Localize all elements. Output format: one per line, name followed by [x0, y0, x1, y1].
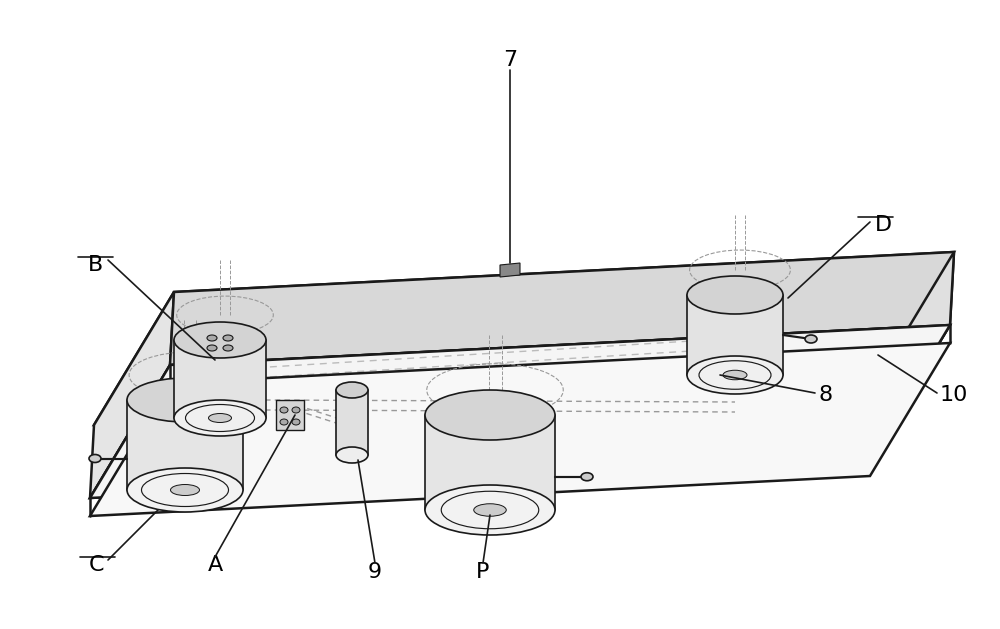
Text: 10: 10 [940, 385, 968, 405]
Polygon shape [170, 252, 954, 365]
Polygon shape [425, 415, 555, 510]
Ellipse shape [280, 419, 288, 425]
Ellipse shape [687, 276, 783, 314]
Text: P: P [476, 562, 490, 582]
Text: A: A [207, 555, 223, 575]
Ellipse shape [425, 485, 555, 535]
Polygon shape [90, 325, 950, 498]
Polygon shape [276, 400, 304, 430]
Ellipse shape [474, 504, 506, 516]
Ellipse shape [581, 473, 593, 481]
Polygon shape [687, 295, 783, 375]
Polygon shape [90, 343, 950, 516]
Text: 8: 8 [818, 385, 832, 405]
Ellipse shape [723, 370, 747, 380]
Ellipse shape [127, 468, 243, 512]
Text: C: C [89, 555, 105, 575]
Polygon shape [90, 292, 174, 498]
Text: 9: 9 [368, 562, 382, 582]
Polygon shape [127, 400, 243, 490]
Ellipse shape [425, 390, 555, 440]
Polygon shape [94, 252, 954, 425]
Ellipse shape [208, 413, 232, 423]
Text: D: D [875, 215, 892, 235]
Ellipse shape [174, 322, 266, 358]
Ellipse shape [127, 378, 243, 422]
Ellipse shape [174, 400, 266, 436]
Ellipse shape [207, 345, 217, 351]
Ellipse shape [687, 356, 783, 394]
Ellipse shape [805, 335, 817, 343]
Ellipse shape [223, 335, 233, 341]
Ellipse shape [207, 335, 217, 341]
Ellipse shape [280, 407, 288, 413]
Polygon shape [336, 390, 368, 455]
Ellipse shape [292, 419, 300, 425]
Text: 7: 7 [503, 50, 517, 70]
Ellipse shape [336, 447, 368, 463]
Text: B: B [87, 255, 103, 275]
Polygon shape [90, 325, 950, 498]
Polygon shape [870, 252, 954, 458]
Polygon shape [500, 263, 520, 277]
Ellipse shape [170, 484, 200, 496]
Polygon shape [174, 340, 266, 418]
Ellipse shape [89, 455, 101, 462]
Ellipse shape [336, 382, 368, 398]
Ellipse shape [223, 345, 233, 351]
Ellipse shape [292, 407, 300, 413]
